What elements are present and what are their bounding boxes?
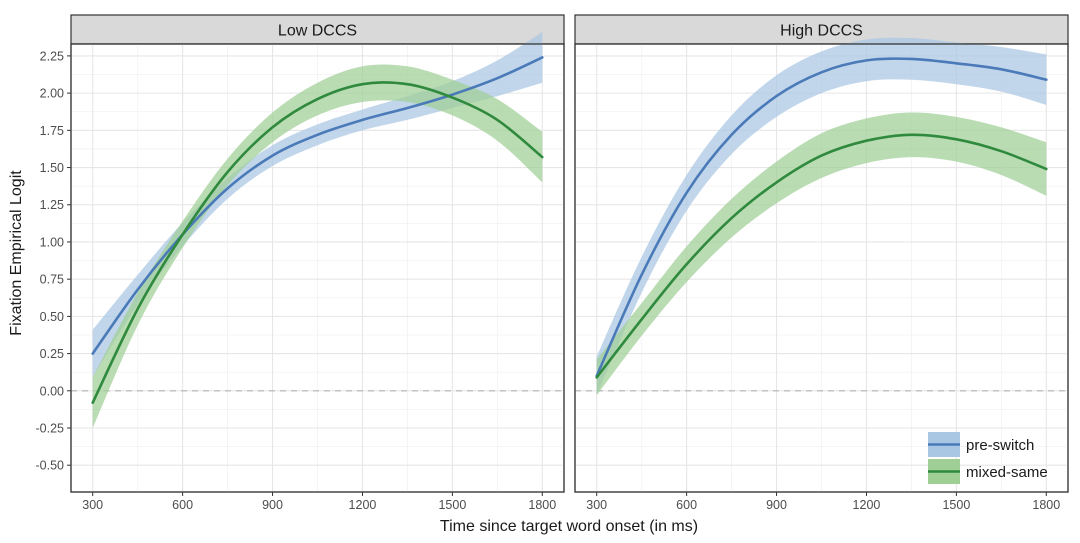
panel-low-dccs: Low DCCS -0.50 -0.25 0.00 0.25 0.50 0.75 1.00 1… — [36, 14, 565, 512]
y-tick-label: 0.00 — [40, 384, 64, 398]
strip-background — [70, 14, 565, 45]
x-axis: 300 600 900 1200 1500 1800 — [586, 492, 1060, 512]
x-tick-label: 300 — [82, 498, 103, 512]
x-tick-label: 1200 — [349, 498, 377, 512]
confidence-bands — [596, 37, 1047, 396]
x-tick-label: 1500 — [438, 498, 466, 512]
ci-band-pre-switch — [596, 37, 1047, 396]
series-lines — [595, 57, 1048, 379]
ci-band-mixed-same — [92, 64, 543, 429]
x-axis-title: Time since target word onset (in ms) — [440, 518, 698, 535]
y-tick-label: 2.25 — [40, 49, 64, 63]
legend: pre-switch mixed-same — [928, 432, 1048, 484]
x-tick-label: 1800 — [1032, 498, 1060, 512]
x-tick-label: 900 — [262, 498, 283, 512]
panel-border — [70, 43, 565, 493]
y-tick-label: 2.00 — [40, 87, 64, 101]
series-line-pre-switch — [595, 57, 1048, 378]
x-tick-label: 900 — [766, 498, 787, 512]
y-tick-label: 1.25 — [40, 198, 64, 212]
x-tick-label: 1200 — [853, 498, 881, 512]
panel-border — [574, 43, 1069, 493]
legend-label-mixed-same: mixed-same — [966, 464, 1048, 481]
x-tick-label: 1500 — [942, 498, 970, 512]
y-tick-label: -0.25 — [36, 422, 65, 436]
y-tick-label: 0.75 — [40, 273, 64, 287]
y-axis-title: Fixation Empirical Logit — [8, 170, 25, 336]
ci-band-mixed-same — [596, 112, 1047, 396]
x-tick-label: 600 — [172, 498, 193, 512]
series-lines — [91, 56, 544, 404]
y-tick-label: 1.00 — [40, 235, 64, 249]
series-line-pre-switch — [91, 56, 544, 355]
y-tick-label: -0.50 — [36, 459, 65, 473]
y-tick-label: 0.50 — [40, 310, 64, 324]
panel-title: High DCCS — [780, 23, 863, 40]
x-tick-label: 300 — [586, 498, 607, 512]
ci-band-pre-switch — [92, 32, 543, 378]
panel-title: Low DCCS — [278, 23, 357, 40]
legend-label-pre-switch: pre-switch — [966, 437, 1034, 454]
y-tick-label: 1.50 — [40, 161, 64, 175]
x-axis: 300 600 900 1200 1500 1800 — [82, 492, 556, 512]
y-axis: -0.50 -0.25 0.00 0.25 0.50 0.75 1.00 1.25 1.50 1.… — [36, 49, 71, 473]
series-line-mixed-same — [595, 133, 1048, 379]
y-tick-label: 1.75 — [40, 124, 64, 138]
series-line-mixed-same — [91, 81, 544, 404]
x-tick-label: 600 — [676, 498, 697, 512]
x-tick-label: 1800 — [528, 498, 556, 512]
y-tick-label: 0.25 — [40, 347, 64, 361]
confidence-bands — [92, 32, 543, 429]
panel-high-dccs: High DCCS 300 600 900 1200 1500 1800 — [574, 14, 1069, 512]
